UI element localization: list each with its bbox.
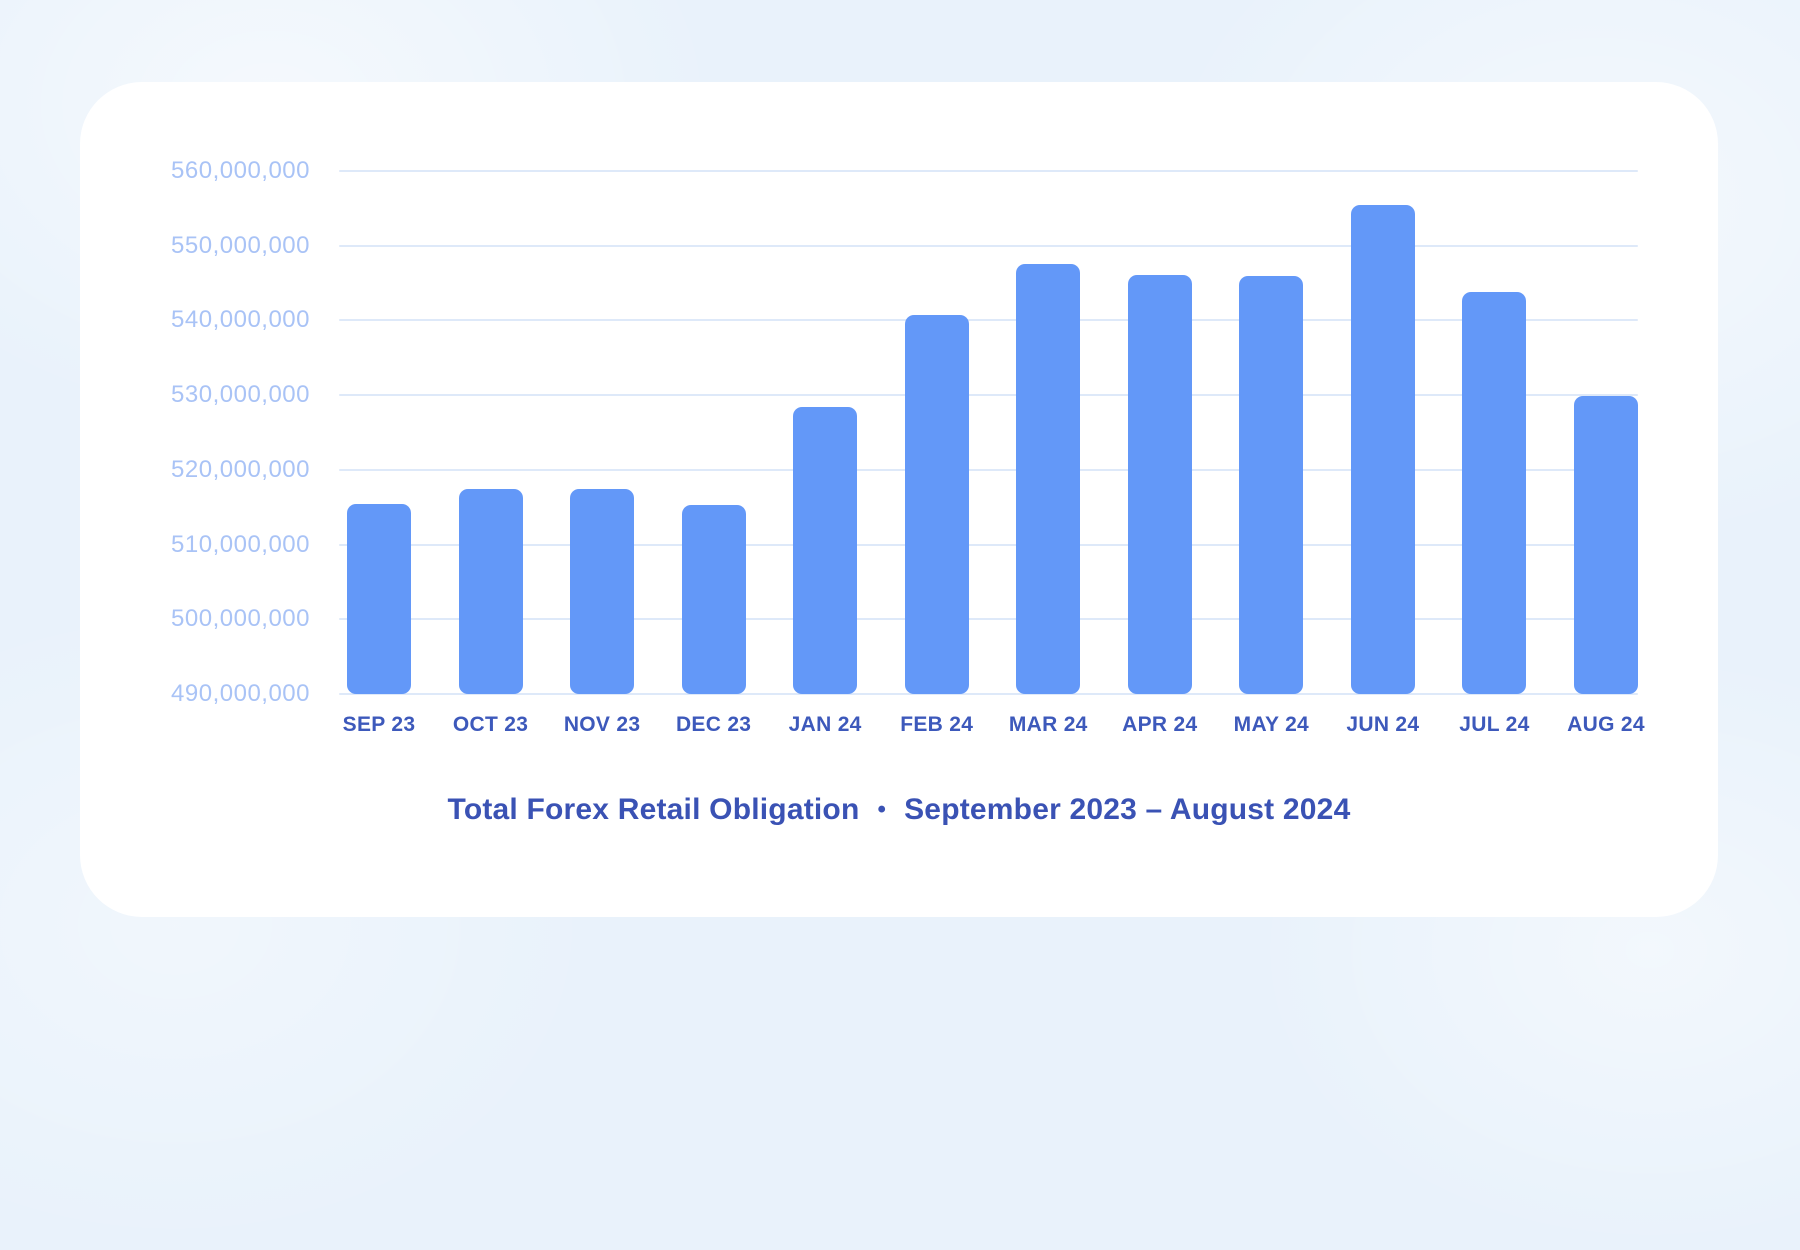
gridline (339, 468, 1638, 471)
x-axis-labels: SEP 23 OCT 23 NOV 23 DEC 23 JAN 24 FEB 24 MAR … (339, 694, 1645, 736)
gridline (339, 543, 1638, 546)
gridline (339, 170, 1638, 172)
y-tick-label: 510,000,000 (171, 530, 310, 558)
y-tick-label: 560,000,000 (171, 157, 310, 184)
x-tick-label: JAN 24 (788, 713, 862, 736)
y-tick-label: 520,000,000 (171, 455, 310, 483)
chart-title: Total Forex Retail Obligation • September … (80, 788, 1718, 832)
gridline (339, 693, 1638, 695)
x-tick-label: APR 24 (1122, 713, 1198, 736)
x-tick-label: AUG 24 (1567, 713, 1645, 736)
gridline (339, 244, 1638, 247)
y-tick-label: 540,000,000 (171, 306, 310, 334)
bar-feb-24[interactable] (904, 315, 969, 694)
bar-jul-24[interactable] (1462, 292, 1527, 694)
x-tick-label: JUL 24 (1459, 713, 1530, 736)
y-tick-label: 490,000,000 (171, 680, 310, 707)
bar-mar-24[interactable] (1016, 263, 1081, 694)
gridline (339, 394, 1638, 397)
gridline (339, 319, 1638, 322)
bar-jun-24[interactable] (1350, 205, 1415, 694)
x-tick-label: NOV 23 (563, 713, 641, 736)
y-tick-label: 530,000,000 (171, 381, 310, 409)
bars-container (339, 171, 1638, 694)
bar-dec-23[interactable] (681, 504, 746, 694)
x-tick-label: DEC 23 (675, 713, 752, 736)
gridline (339, 618, 1638, 621)
chart-title-main: Total Forex Retail Obligation (447, 793, 860, 826)
bar-jan-24[interactable] (793, 407, 858, 694)
y-tick-label: 550,000,000 (171, 231, 310, 259)
bar-aug-24[interactable] (1574, 395, 1638, 694)
x-tick-label: SEP 23 (342, 713, 416, 736)
chart-title-subtitle: September 2023 – August 2024 (904, 793, 1351, 826)
x-tick-label: MAY 24 (1233, 713, 1310, 736)
bar-nov-23[interactable] (570, 489, 635, 694)
bar-sep-23[interactable] (347, 504, 411, 694)
x-tick-label: FEB 24 (900, 713, 974, 736)
y-axis-labels: 560,000,000 550,000,000 540,000,000 530,000… (100, 157, 310, 707)
x-tick-label: MAR 24 (1008, 713, 1088, 736)
bar-oct-23[interactable] (458, 488, 523, 694)
chart-card: 560,000,000 550,000,000 540,000,000 530,000… (80, 82, 1718, 917)
title-separator-dot: • (877, 796, 887, 823)
x-tick-label: OCT 23 (452, 713, 529, 736)
bar-apr-24[interactable] (1127, 274, 1192, 694)
x-tick-label: JUN 24 (1346, 713, 1420, 736)
plot-area: SEP 23 OCT 23 NOV 23 DEC 23 JAN 24 FEB 24 MAR … (339, 170, 1645, 736)
y-tick-label: 500,000,000 (171, 605, 310, 633)
bar-may-24[interactable] (1239, 275, 1304, 694)
gridlines (339, 170, 1638, 695)
